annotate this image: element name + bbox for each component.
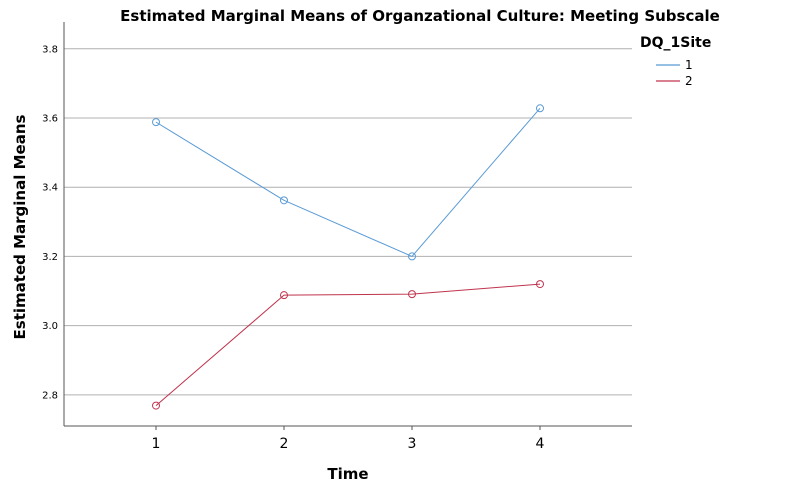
- series-line-2: [155, 283, 541, 406]
- axes: [63, 22, 632, 427]
- x-tick-labels: 1 2 3 4: [152, 426, 545, 452]
- data-point-series-2: [152, 401, 160, 410]
- legend-label-1: 1: [685, 58, 693, 72]
- data-point-series-2: [408, 290, 416, 299]
- legend-label-2: 2: [685, 74, 693, 88]
- data-point-series-1: [280, 196, 288, 205]
- series-line-1: [155, 107, 541, 258]
- x-tick-label: 4: [536, 436, 545, 452]
- y-tick-label: 3.6: [42, 113, 58, 124]
- y-axis-label: Estimated Marginal Means: [11, 115, 29, 340]
- data-point-series-2: [280, 291, 288, 300]
- x-tick-label: 2: [280, 436, 289, 452]
- y-tick-label: 2.8: [42, 390, 58, 401]
- x-tick-label: 1: [152, 436, 161, 452]
- x-tick-label: 3: [408, 436, 417, 452]
- y-tick-label: 3.4: [42, 183, 58, 194]
- series-group: [152, 104, 544, 410]
- y-tick-label: 3.0: [42, 321, 58, 332]
- chart-title: Estimated Marginal Means of Organzationa…: [120, 7, 720, 25]
- y-tick-label: 3.8: [42, 44, 58, 55]
- y-tick-labels: 2.8 3.0 3.2 3.4 3.6 3.8: [42, 44, 58, 401]
- y-tick-label: 3.2: [42, 252, 58, 263]
- data-point-series-1: [152, 118, 160, 127]
- legend-title: DQ_1Site: [640, 35, 711, 51]
- data-point-series-1: [408, 252, 416, 261]
- data-point-series-1: [536, 104, 544, 113]
- gridlines: [64, 48, 632, 396]
- x-axis-label: Time: [327, 465, 368, 483]
- legend: DQ_1Site 1 2: [640, 35, 711, 88]
- data-point-series-2: [536, 280, 544, 289]
